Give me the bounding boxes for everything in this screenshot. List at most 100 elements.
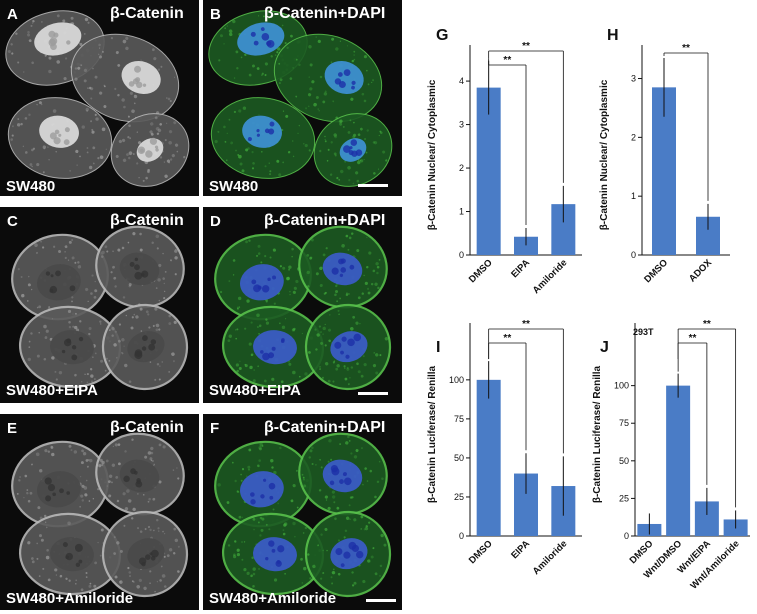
granule [51, 452, 55, 457]
granule [97, 53, 100, 56]
granule [351, 59, 354, 63]
panel-letter: G [436, 27, 448, 44]
granule [318, 325, 321, 328]
granule [108, 494, 112, 498]
granule [155, 328, 159, 332]
granule [318, 489, 322, 492]
granule [295, 469, 298, 472]
nucleolus [150, 549, 159, 558]
granule [150, 451, 154, 455]
granule [125, 314, 128, 317]
granule [265, 318, 268, 321]
granule [359, 159, 362, 162]
bar [476, 379, 501, 536]
granule [100, 359, 104, 363]
granule [257, 252, 261, 255]
granule [31, 22, 34, 24]
granule [158, 530, 160, 532]
nucleolus [268, 540, 275, 547]
granule [292, 370, 296, 375]
nucleolus [123, 475, 130, 483]
granule [335, 47, 339, 51]
granule [81, 484, 85, 488]
granule [177, 477, 180, 480]
granule [16, 123, 21, 127]
granule [123, 524, 126, 527]
granule [309, 87, 313, 91]
granule [173, 76, 176, 78]
granule [117, 63, 121, 67]
panel-letter-e: E [7, 420, 18, 437]
granule [232, 19, 236, 24]
granule [56, 60, 61, 64]
granule [134, 102, 136, 105]
granule [27, 541, 31, 545]
granule [309, 449, 313, 453]
granule [31, 61, 34, 65]
granule [40, 240, 42, 243]
granule [159, 365, 161, 367]
micrograph-image [11, 432, 189, 598]
granule [280, 380, 284, 384]
granule [277, 502, 280, 505]
condition-label-d: SW480+EIPA [209, 382, 301, 399]
granule [108, 329, 111, 332]
granule [340, 169, 344, 174]
granule [112, 250, 114, 253]
granule [107, 480, 111, 484]
nucleolus [356, 550, 364, 559]
granule [258, 324, 262, 328]
granule [223, 43, 225, 45]
category-label: DMSO [467, 538, 495, 566]
granule [101, 464, 104, 467]
granule [101, 460, 105, 465]
granule [64, 57, 68, 60]
panel-letter-a: A [7, 6, 18, 23]
granule [115, 475, 119, 479]
granule [236, 369, 239, 373]
granule [157, 278, 161, 282]
granule [353, 455, 358, 459]
granule [282, 15, 286, 19]
granule [331, 490, 335, 494]
chart-i: I 0 25 50 75 100 β-Catenin Luciferase/ Renilla… [427, 319, 582, 577]
granule [234, 479, 237, 483]
granule [347, 248, 350, 251]
granule [81, 380, 83, 383]
granule [68, 240, 72, 244]
granule [156, 132, 160, 135]
granule [330, 458, 333, 461]
granule [322, 549, 324, 552]
granule [163, 555, 166, 558]
granule [128, 283, 132, 287]
granule [336, 176, 339, 180]
granule [86, 109, 89, 112]
granule [325, 499, 328, 501]
granule [30, 288, 33, 291]
granule [173, 527, 177, 531]
granule [29, 163, 33, 166]
granule [303, 566, 307, 571]
bar [476, 87, 501, 255]
granule [79, 42, 83, 46]
granule [378, 258, 381, 261]
granule [347, 383, 350, 386]
cell [110, 113, 190, 187]
granule [269, 173, 272, 176]
granule [64, 256, 67, 260]
granule [346, 367, 350, 371]
granule [279, 265, 283, 268]
granule [69, 170, 71, 172]
nucleolus [138, 557, 147, 565]
granule [21, 293, 25, 298]
granule [335, 284, 338, 288]
granule [113, 276, 117, 280]
granule [24, 474, 28, 478]
stain-label-b: β-Catenin+DAPI [264, 5, 386, 22]
nucleolus [268, 352, 275, 359]
nucleolus [130, 468, 136, 475]
granule [332, 100, 335, 103]
micrograph-d [203, 207, 402, 403]
granule [30, 24, 33, 27]
y-tick-label: 2 [631, 132, 636, 142]
